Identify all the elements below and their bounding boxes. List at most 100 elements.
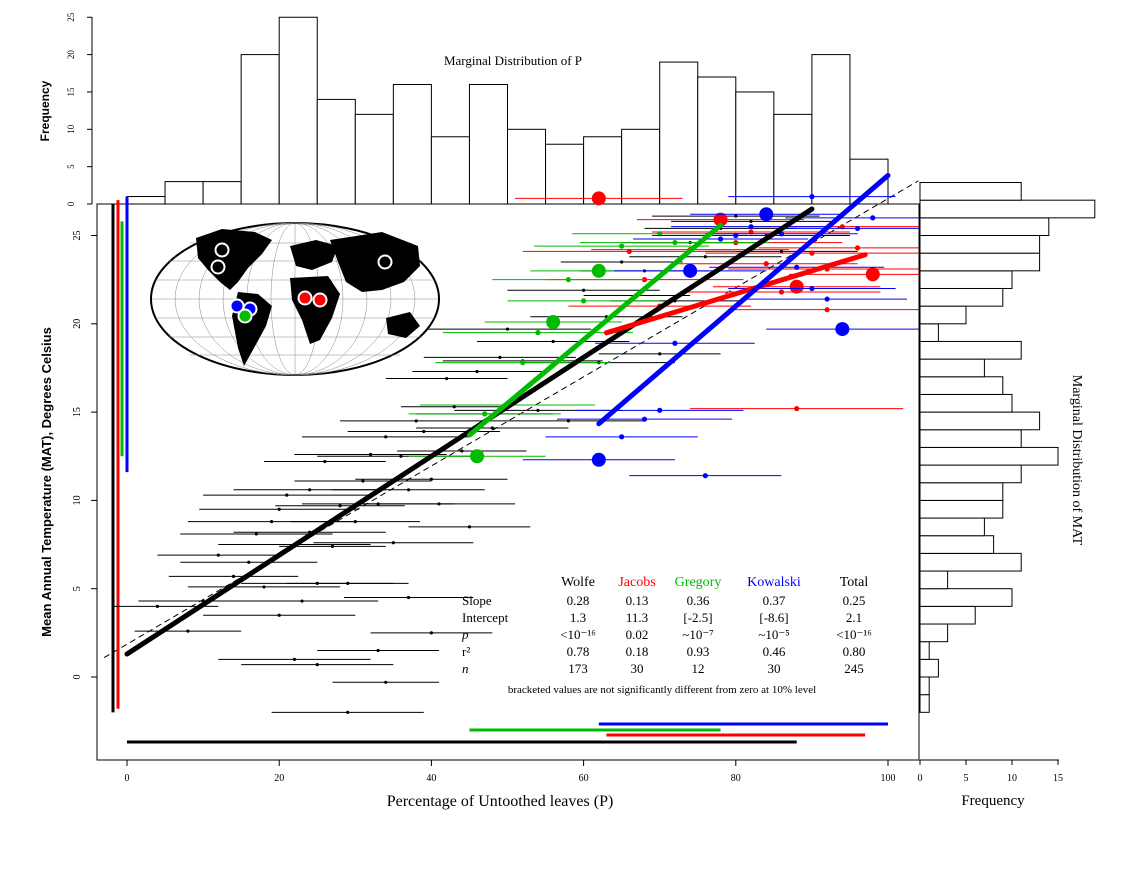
data-point-wolfe: [437, 502, 441, 506]
table-header-total: Total: [840, 575, 869, 590]
data-point-wolfe: [346, 581, 350, 586]
main-x-tick-label: 60: [579, 773, 589, 784]
top-histogram: 0 5 10 15 20 25 Marginal Distribution of P Fr…: [38, 12, 889, 206]
table-rows: Slope 0.28 0.13 0.36 0.37 0.25 Intercept 1.3 11.…: [461, 593, 872, 676]
right-histogram-title: Marginal Distribution of MAT: [1069, 375, 1084, 546]
top-histogram-bar: [621, 128, 661, 205]
data-point-wolfe: [216, 553, 220, 557]
right-x-tick-label: 5: [964, 773, 969, 784]
top-histogram-bar: [164, 181, 204, 205]
table-cell: 0.36: [687, 593, 710, 608]
table-cell: [-2.5]: [683, 610, 712, 625]
main-y-tick-label: 20: [72, 319, 83, 329]
right-histogram-bars: [919, 182, 1096, 713]
top-histogram-bar: [392, 83, 432, 205]
data-point-gregory: [546, 315, 561, 330]
data-point-wolfe: [429, 631, 433, 635]
table-cell: 0.25: [843, 593, 866, 608]
data-point-wolfe: [452, 405, 456, 409]
table-cell: 30: [768, 661, 781, 676]
data-point-wolfe: [779, 249, 784, 253]
data-point-gregory: [520, 360, 526, 366]
table-cell: 30: [631, 661, 644, 676]
table-cell: 12: [692, 661, 705, 676]
right-histogram-bar: [919, 694, 930, 713]
data-point-gregory: [535, 330, 541, 336]
right-histogram-bar: [919, 570, 949, 590]
data-point-kowalski: [759, 207, 774, 222]
data-point-wolfe: [155, 604, 160, 608]
data-point-kowalski: [702, 473, 708, 479]
data-point-wolfe: [231, 574, 236, 578]
data-point-wolfe: [300, 599, 304, 603]
data-point-wolfe: [315, 663, 319, 667]
data-point-jacobs: [789, 279, 804, 294]
fit-line-wolfe: [124, 206, 815, 657]
top-y-tick-label: 20: [66, 50, 76, 60]
right-histogram-bar: [919, 340, 1022, 360]
right-histogram-bar: [919, 676, 930, 696]
data-point-wolfe: [346, 710, 350, 714]
data-point-wolfe: [353, 519, 357, 524]
data-point-wolfe: [505, 327, 510, 331]
map-site-jacobs: [312, 292, 328, 308]
top-histogram-bar: [811, 54, 851, 205]
right-histogram-bar: [919, 393, 1013, 413]
data-point-wolfe: [323, 459, 327, 464]
table-row-label: Slope: [462, 593, 492, 608]
top-histogram-bar: [278, 16, 318, 205]
main-y-tick-label: 15: [72, 407, 83, 417]
data-point-kowalski: [657, 407, 663, 413]
right-histogram-bar: [919, 517, 985, 537]
data-point-wolfe: [277, 613, 281, 617]
right-histogram-bar: [919, 199, 1096, 219]
right-histogram-bar: [919, 588, 1013, 607]
table-row-label: n: [462, 661, 469, 676]
top-y-label: Frequency: [38, 80, 52, 141]
data-point-gregory: [672, 239, 678, 246]
data-point-kowalski: [591, 452, 606, 467]
top-histogram-bar: [507, 128, 547, 205]
top-y-tick-label: 5: [66, 164, 76, 169]
right-histogram-bar: [919, 252, 1041, 272]
data-point-wolfe: [399, 454, 403, 458]
data-point-wolfe: [582, 288, 586, 292]
fit-line-jacobs: [603, 252, 868, 336]
data-point-jacobs: [854, 245, 861, 251]
table-cell: 0.18: [626, 644, 649, 659]
data-point-wolfe: [536, 408, 540, 412]
data-point-wolfe: [330, 544, 335, 548]
data-point-wolfe: [277, 507, 281, 511]
main-y-tick-label: 10: [72, 495, 83, 505]
data-point-wolfe: [292, 657, 297, 661]
right-x-ticks: 0 5 10 15: [918, 760, 1063, 784]
right-histogram-bar: [919, 305, 967, 325]
data-point-kowalski: [809, 194, 815, 200]
right-histogram-bar: [919, 552, 1022, 572]
data-point-wolfe: [254, 532, 258, 536]
data-point-wolfe: [566, 419, 570, 423]
data-point-gregory: [619, 243, 625, 249]
right-histogram-bar: [919, 623, 949, 643]
right-x-tick-label: 15: [1053, 773, 1063, 784]
table-cell: 0.37: [763, 593, 786, 608]
top-histogram-bar: [468, 83, 509, 205]
map-sites: [210, 242, 393, 324]
data-point-kowalski: [794, 264, 800, 270]
top-y-tick-label: 10: [66, 124, 76, 134]
top-histogram-bar: [659, 61, 699, 205]
table-cell: ~10⁻⁵: [758, 627, 789, 642]
data-point-kowalski: [809, 285, 815, 292]
right-histogram-bar: [919, 270, 1013, 289]
data-point-wolfe: [262, 585, 266, 589]
reference-dashed-line: [103, 180, 919, 659]
data-point-wolfe: [391, 541, 395, 545]
right-x-label: Frequency: [961, 793, 1025, 809]
data-point-kowalski: [824, 296, 830, 302]
top-histogram-bar: [545, 143, 585, 205]
top-histogram-bar: [354, 113, 394, 205]
right-histogram: 0 5 10 15 Frequency Marginal Distribution o…: [918, 182, 1096, 809]
data-point-kowalski: [717, 236, 724, 242]
data-point-wolfe: [368, 452, 373, 457]
main-y-ticks: 0 5 10 15 20 25: [72, 231, 97, 680]
